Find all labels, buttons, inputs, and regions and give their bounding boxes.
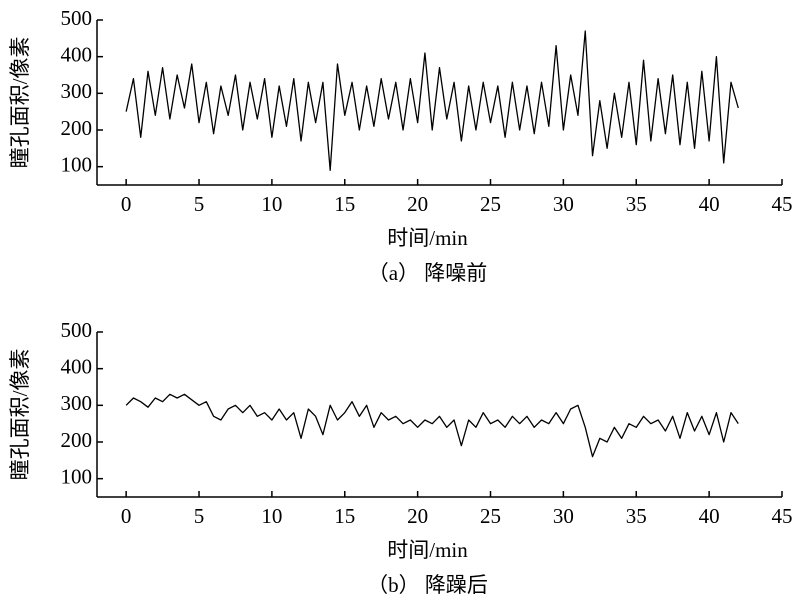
x-axis-label: 时间/min [387,538,468,562]
x-tick-label: 25 [480,192,501,216]
data-line [125,30,739,171]
y-tick-label: 100 [61,464,93,488]
data-line [125,393,739,458]
x-tick-label: 10 [261,504,282,528]
y-axis-label: 瞳孔面积/像素 [8,349,32,481]
y-tick-label: 200 [61,428,93,452]
chart-panel: 100 200 300 400 500 0 5 10 15 20 25 30 35 40 45 瞳孔面积/像素… [8,318,793,597]
x-tick-label: 45 [772,192,793,216]
y-tick-label: 300 [61,79,93,103]
x-tick-label: 5 [194,504,205,528]
y-tick-label: 400 [61,42,93,66]
x-tick-label: 45 [772,504,793,528]
x-tick-label: 35 [626,192,647,216]
x-tick-label: 40 [699,504,720,528]
x-tick-label: 35 [626,504,647,528]
x-tick-label: 0 [121,504,132,528]
caption: （a） 降噪前 [368,261,488,285]
x-tick-label: 20 [407,504,428,528]
x-tick-label: 15 [334,504,355,528]
x-axis-label: 时间/min [387,226,468,250]
x-tick-label: 30 [553,192,574,216]
y-tick-label: 200 [61,116,93,140]
x-tick-label: 0 [121,192,132,216]
x-tick-label: 30 [553,504,574,528]
x-tick-label: 10 [261,192,282,216]
chart-panel: 100 200 300 400 500 0 5 10 15 20 25 30 35 40 45 瞳孔面积/像素… [8,6,793,285]
y-tick-label: 300 [61,391,93,415]
y-tick-label: 500 [61,318,93,342]
y-tick-label: 500 [61,6,93,30]
x-tick-label: 20 [407,192,428,216]
caption: （b） 降躁后 [367,573,488,597]
y-axis-label: 瞳孔面积/像素 [8,37,32,169]
x-tick-label: 15 [334,192,355,216]
x-tick-label: 25 [480,504,501,528]
x-tick-label: 40 [699,192,720,216]
y-tick-label: 400 [61,354,93,378]
y-tick-label: 100 [61,152,93,176]
x-tick-label: 5 [194,192,205,216]
